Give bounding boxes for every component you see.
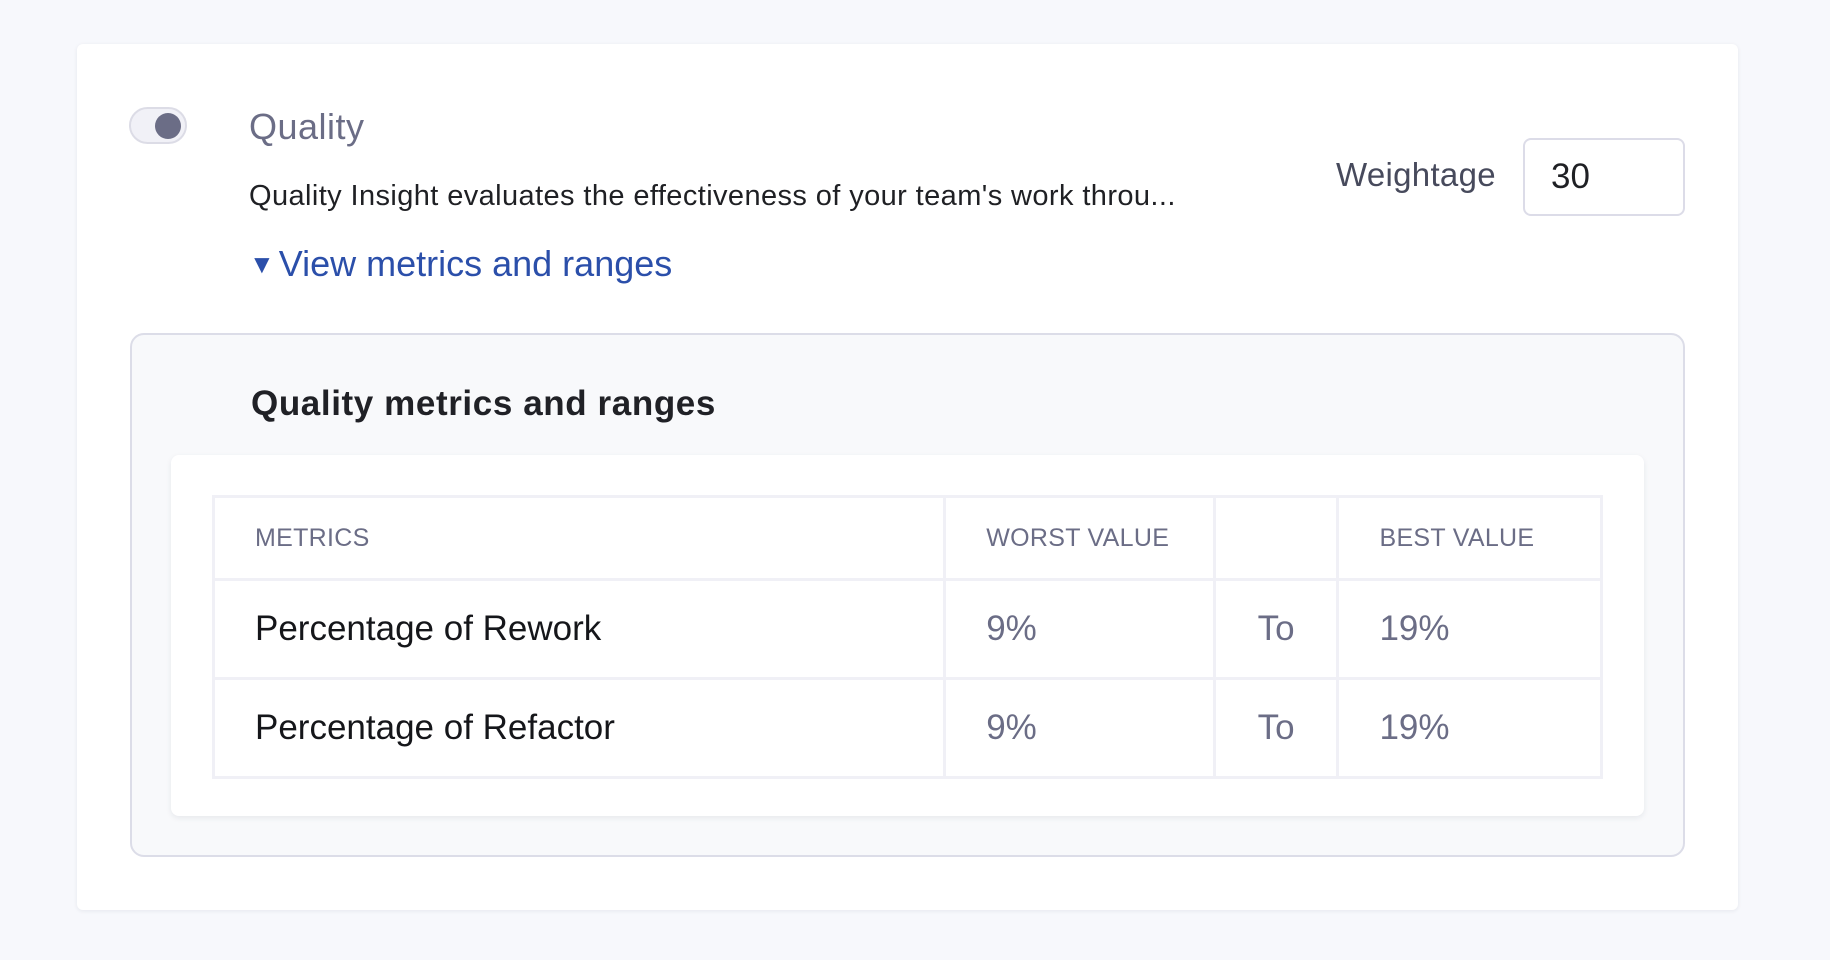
metric-name: Percentage of Refactor (211, 677, 947, 779)
metric-name: Percentage of Rework (211, 578, 947, 680)
header-worst-value: WORST VALUE (943, 495, 1216, 581)
table-row: Percentage of Rework 9% To 19% (211, 578, 1603, 680)
header-separator (1212, 495, 1340, 581)
range-separator: To (1212, 677, 1340, 779)
range-separator: To (1212, 578, 1340, 680)
quality-toggle[interactable] (129, 107, 187, 144)
weightage-input[interactable] (1523, 138, 1685, 216)
best-value: 19% (1336, 677, 1603, 779)
metrics-table: METRICS WORST VALUE BEST VALUE Percentag… (211, 495, 1603, 779)
triangle-down-icon: ▼ (249, 249, 275, 279)
section-description: Quality Insight evaluates the effectiven… (249, 180, 1176, 212)
table-header-row: METRICS WORST VALUE BEST VALUE (211, 495, 1603, 581)
best-value: 19% (1336, 578, 1603, 680)
weightage-label: Weightage (1336, 156, 1496, 193)
worst-value: 9% (943, 677, 1216, 779)
panel-title: Quality metrics and ranges (251, 384, 716, 423)
section-title: Quality (249, 106, 365, 147)
view-metrics-label: View metrics and ranges (278, 243, 673, 284)
view-metrics-link[interactable]: ▼ View metrics and ranges (249, 243, 672, 285)
worst-value: 9% (943, 578, 1216, 680)
header-metrics: METRICS (211, 495, 947, 581)
table-row: Percentage of Refactor 9% To 19% (211, 677, 1603, 779)
toggle-knob (155, 113, 181, 139)
header-best-value: BEST VALUE (1336, 495, 1603, 581)
